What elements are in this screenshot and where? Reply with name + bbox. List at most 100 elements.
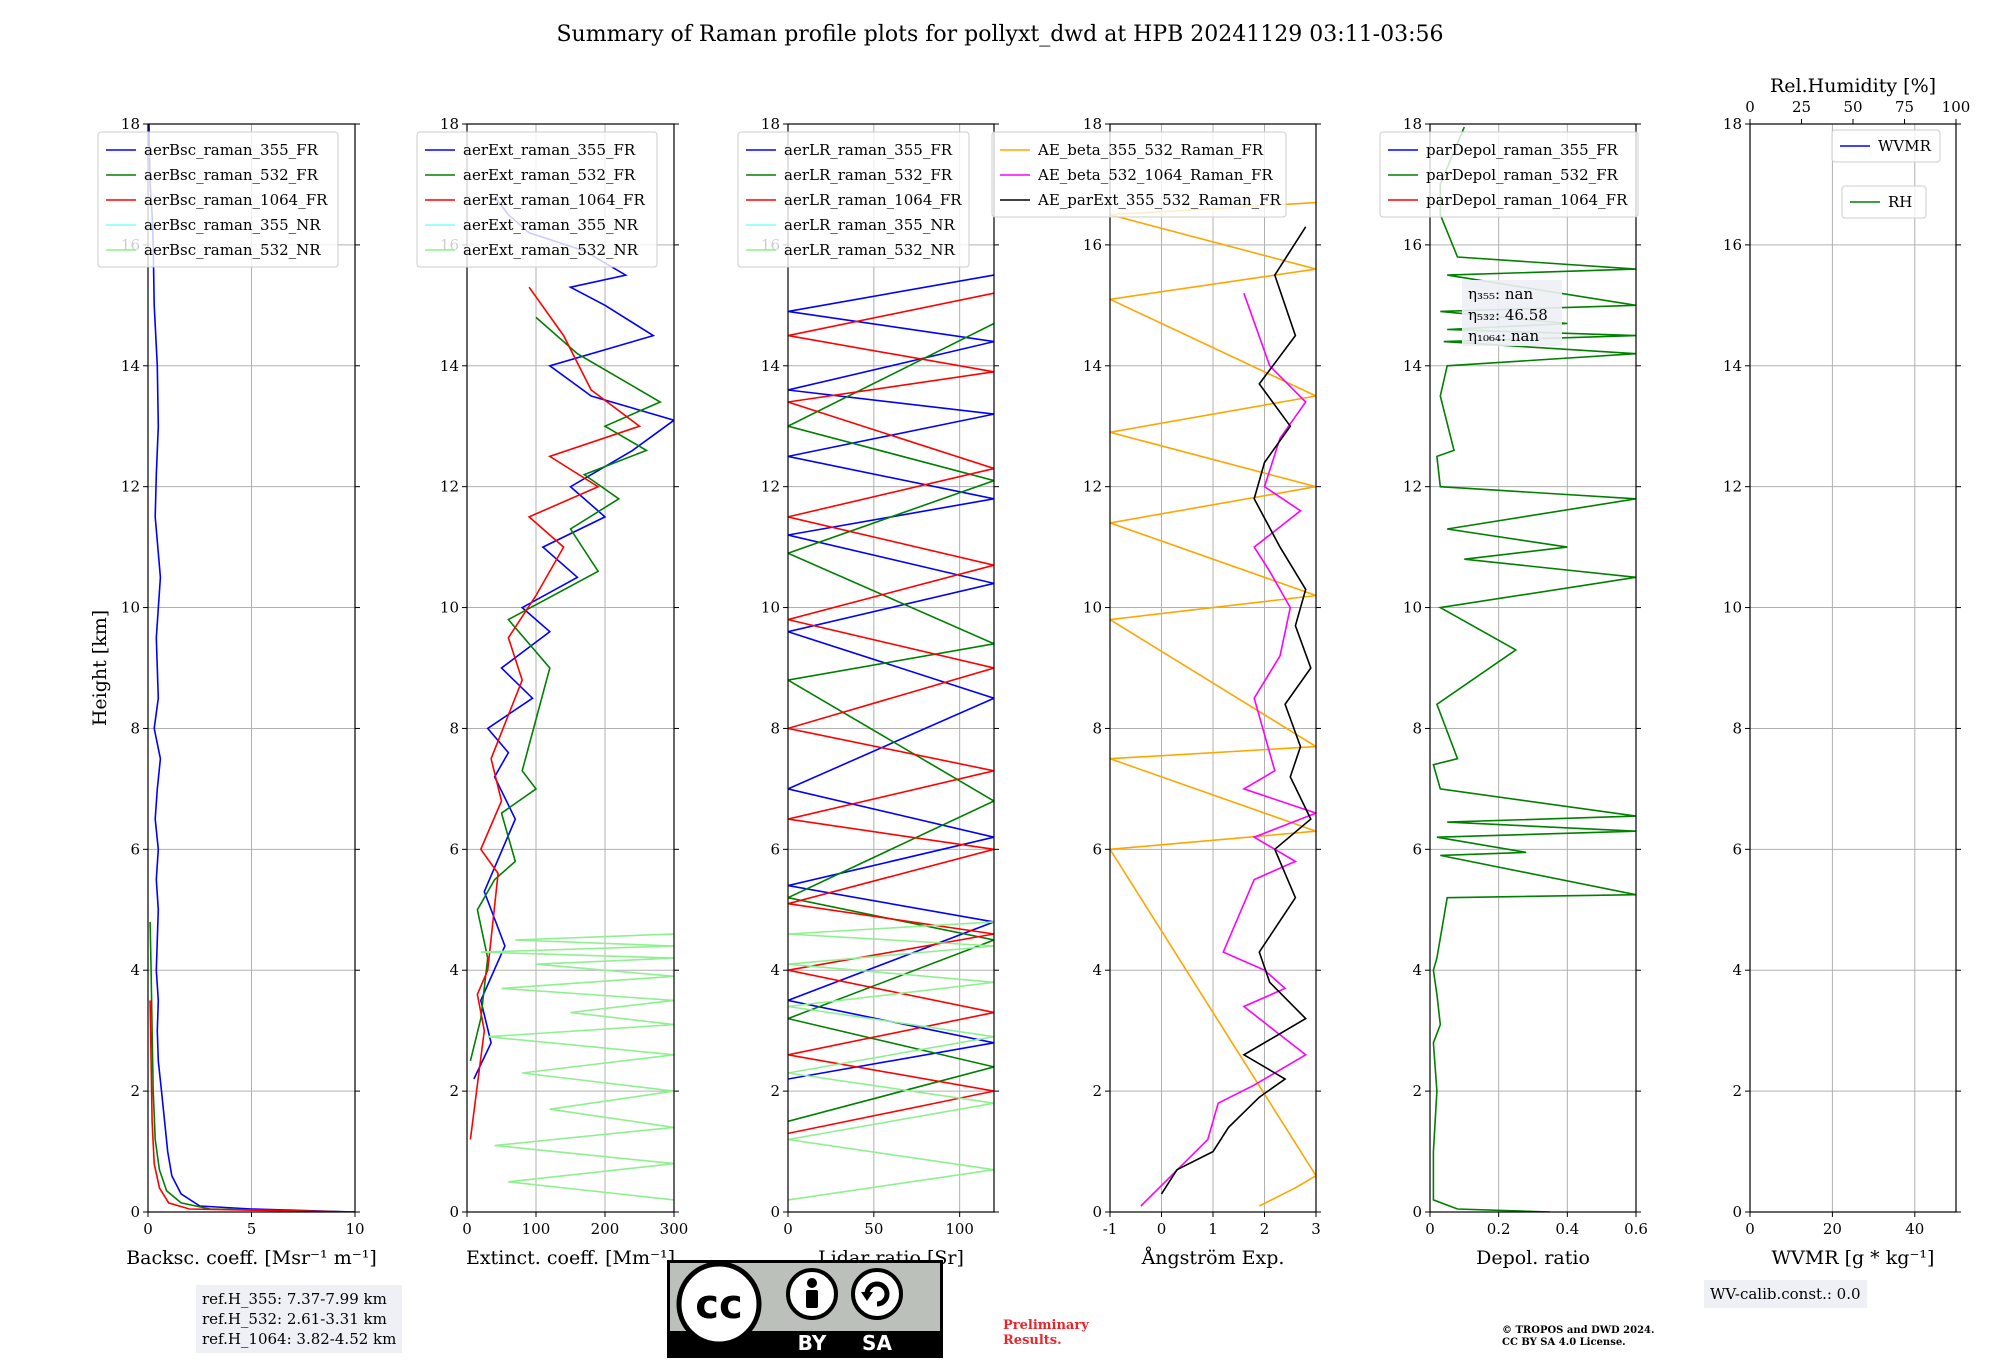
y-tick-label: 18 [1723,115,1742,133]
y-tick-label: 16 [1083,236,1102,254]
y-tick-label: 0 [1732,1203,1742,1221]
x-tick-label: 1 [1208,1220,1218,1238]
legend-label: aerBsc_raman_355_NR [144,216,321,234]
y-tick-label: 8 [449,719,459,737]
y-tick-label: 10 [1083,599,1102,617]
reference-heights-box: ref.H_355: 7.37-7.99 km ref.H_532: 2.61-… [196,1285,403,1353]
y-tick-label: 14 [1723,357,1742,375]
y-tick-label: 12 [1083,478,1102,496]
axes-frame [1749,123,1957,1213]
x-tick-label: 40 [1905,1220,1924,1238]
y-tick-label: 14 [761,357,780,375]
x-tick-label: 200 [591,1220,620,1238]
cc-logo-text: cc [695,1282,742,1328]
series-line-aerLR_raman_532_FR [788,322,994,1123]
y-tick-label: 12 [121,478,140,496]
panel-2: 0246810121416180100200300Extinct. coeff.… [416,115,689,1269]
y-tick-label: 14 [121,357,140,375]
y-tick-label: 4 [1092,961,1102,979]
x-tick-label: 0 [1745,1220,1755,1238]
y-tick-label: 0 [1092,1203,1102,1221]
y-tick-label: 12 [761,478,780,496]
cc-by-label: BY [798,1331,827,1355]
y-tick-label: 6 [1732,840,1742,858]
ref-height-355: ref.H_355: 7.37-7.99 km [202,1290,387,1308]
y-tick-label: 14 [1083,357,1102,375]
series-line-aerExt_raman_532_NR [480,933,674,1201]
x-tick-label: 0 [1425,1220,1435,1238]
y-tick-label: 8 [770,719,780,737]
cc-sa-label: SA [862,1331,892,1355]
series-line-aerExt_raman_1064_FR [469,286,642,1140]
legend-label: aerBsc_raman_355_FR [144,141,319,159]
series-line-aerBsc_raman_355_FR [148,124,355,1212]
copyright-line-1: © TROPOS and DWD 2024. [1502,1325,1655,1336]
x-tick-label: 0 [1157,1220,1167,1238]
x-tick-label: 3 [1311,1220,1321,1238]
legend-label: aerBsc_raman_532_FR [144,166,319,184]
legend-label: aerExt_raman_532_NR [463,241,639,259]
preliminary-note: Preliminary Results. [1003,1318,1089,1348]
legend-label: aerLR_raman_355_NR [784,216,955,234]
y-tick-label: 0 [449,1203,459,1221]
series-line-aerLR_raman_355_FR [788,274,994,1080]
legend-label: parDepol_raman_532_FR [1426,166,1619,184]
y-tick-label: 0 [130,1203,140,1221]
y-tick-label: 10 [761,599,780,617]
y-tick-label: 4 [1412,961,1422,979]
x-tick-label: 50 [864,1220,883,1238]
legend-label: aerExt_raman_1064_FR [463,191,645,209]
share-alike-icon [851,1268,903,1320]
x-axis-label: Ångström Exp. [1141,1247,1285,1269]
x-tick-label: 0 [143,1220,153,1238]
legend-box [416,131,658,268]
y-tick-label: 12 [440,478,459,496]
x-tick-label: 300 [660,1220,689,1238]
y-tick-label: 10 [1403,599,1422,617]
top-x-axis-label: Rel.Humidity [%] [1770,75,1936,97]
top-x-tick-label: 25 [1792,98,1811,116]
y-tick-label: 16 [1723,236,1742,254]
panel-5: 0 2 4 6 8 10 12 14 16 18 0 0.2 0.4 0.6 Depol. ratio par… [1379,115,1648,1269]
legend-label: AE_parExt_355_532_Raman_FR [1037,191,1282,209]
y-tick-label: 8 [130,719,140,737]
y-tick-label: 18 [761,115,780,133]
legend-box [991,131,1287,218]
x-tick-label: 100 [945,1220,974,1238]
top-x-tick-label: 100 [1942,98,1971,116]
wv-calib-box: WV-calib.const.: 0.0 [1704,1280,1867,1308]
y-tick-label: 8 [1092,719,1102,737]
y-tick-label: 4 [449,961,459,979]
legend-label: parDepol_raman_355_FR [1426,141,1619,159]
y-axis-label: Height [km] [89,610,111,726]
series-line-AE_beta_532_1064_Raman_FR [1140,292,1316,1207]
y-tick-label: 10 [440,599,459,617]
axes-frame [466,123,675,1213]
y-tick-label: 6 [1092,840,1102,858]
legend-label: aerBsc_raman_1064_FR [144,191,328,209]
eta-box [1462,280,1562,346]
series-group [148,124,355,1212]
x-tick-label: 0.2 [1487,1220,1511,1238]
panel-1: 0246810121416180510Backsc. coeff. [Msr⁻¹… [97,115,377,1269]
y-tick-label: 0 [1412,1203,1422,1221]
y-tick-label: 12 [1723,478,1742,496]
legend-label: aerLR_raman_532_NR [784,241,955,259]
x-axis-label: Backsc. coeff. [Msr⁻¹ m⁻¹] [126,1247,377,1269]
top-x-tick-label: 0 [1745,98,1755,116]
y-tick-label: 14 [1403,357,1422,375]
legend-box-wvmr [1831,129,1941,163]
y-tick-label: 6 [770,840,780,858]
x-tick-label: 5 [247,1220,257,1238]
y-tick-label: 0 [770,1203,780,1221]
legend-label: AE_beta_355_532_Raman_FR [1037,141,1264,159]
legend-box [737,131,970,268]
series-group [788,274,994,1201]
y-tick-label: 4 [1732,961,1742,979]
y-tick-label: 10 [1723,599,1742,617]
x-tick-label: 0.4 [1555,1220,1579,1238]
y-tick-label: 2 [1092,1082,1102,1100]
legend-label: WVMR [1878,137,1932,155]
y-tick-label: 18 [1083,115,1102,133]
